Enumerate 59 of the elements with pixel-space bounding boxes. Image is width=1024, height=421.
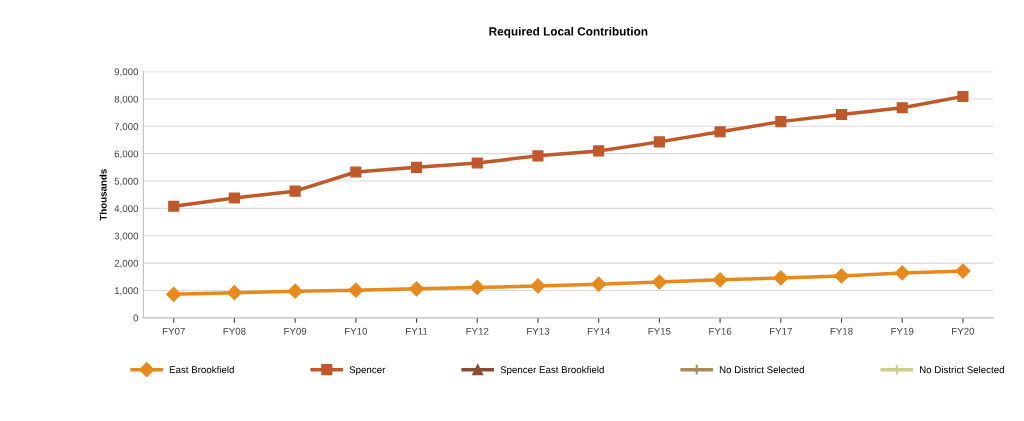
x-tick-label: FY07	[162, 327, 185, 335]
x-tick-label: FY12	[466, 327, 489, 335]
point	[469, 279, 485, 296]
point	[714, 126, 726, 138]
y-tick-label: 3,000	[114, 232, 139, 241]
point	[289, 185, 301, 197]
x-tick-label: FY14	[587, 327, 611, 335]
point	[591, 276, 607, 292]
x-tick-label: FY09	[284, 327, 307, 335]
point	[530, 278, 546, 294]
point	[712, 272, 728, 288]
y-tick-label: 4,000	[114, 205, 139, 214]
point	[957, 90, 969, 103]
x-tick-label: FY17	[769, 327, 792, 335]
legend-label: No District Selected	[719, 366, 804, 374]
legend-label: Spencer	[349, 366, 386, 376]
x-tick-label: FY19	[891, 327, 914, 335]
y-tick-label: 6,000	[114, 150, 139, 159]
y-axis-title: Thousands	[99, 169, 107, 221]
point	[775, 116, 787, 128]
x-tick-label: FY16	[709, 327, 732, 335]
legend-label: East Brookfield	[169, 366, 234, 374]
chart-title: Required Local Contribution	[489, 26, 648, 38]
point	[408, 281, 425, 297]
point	[896, 102, 908, 114]
point	[410, 161, 423, 173]
legend-label: No District Selected	[919, 366, 1004, 374]
point	[773, 270, 789, 286]
point	[955, 263, 971, 279]
y-tick-label: 5,000	[114, 177, 139, 186]
point	[833, 268, 850, 284]
point	[653, 136, 665, 148]
x-tick-label: FY18	[830, 327, 853, 335]
x-tick-label: FY15	[648, 327, 671, 335]
legend-label: Spencer East Brookfield	[500, 366, 604, 376]
x-tick-label: FY10	[345, 327, 368, 335]
y-tick-label: 8,000	[114, 95, 139, 104]
point	[835, 108, 848, 121]
point	[168, 200, 180, 212]
point	[532, 150, 544, 162]
x-tick-label: FY11	[406, 327, 428, 335]
x-tick-label: FY20	[952, 327, 975, 335]
point	[894, 265, 910, 281]
x-tick-label: FY08	[223, 327, 246, 335]
point	[226, 285, 242, 301]
y-tick-label: 9,000	[114, 68, 139, 77]
point	[651, 274, 667, 290]
y-tick-label: 7,000	[114, 123, 139, 132]
y-tick-label: 0	[133, 314, 139, 322]
point	[348, 282, 364, 298]
point	[228, 192, 240, 204]
point	[471, 157, 483, 169]
point	[166, 286, 182, 302]
point	[593, 145, 605, 157]
point	[287, 283, 303, 299]
point	[350, 166, 362, 178]
y-tick-label: 1,000	[114, 287, 139, 296]
x-tick-label: FY13	[527, 327, 550, 335]
y-tick-label: 2,000	[114, 259, 139, 268]
